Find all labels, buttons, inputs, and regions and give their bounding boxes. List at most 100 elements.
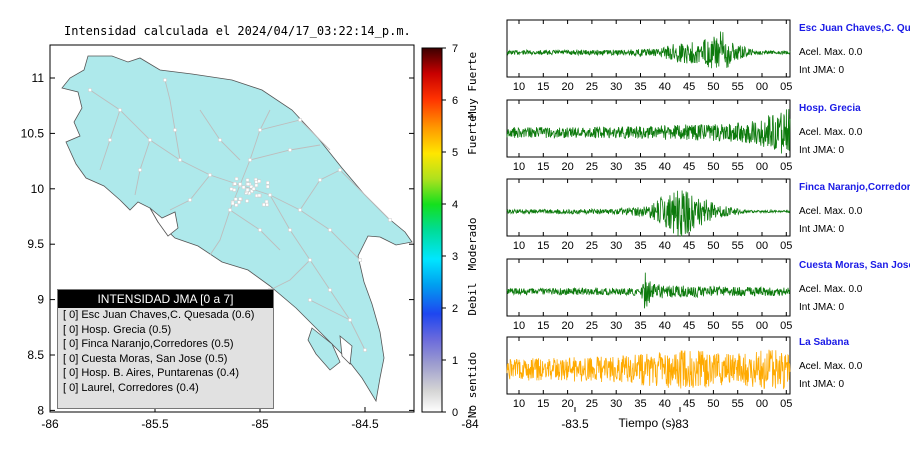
town-marker bbox=[229, 187, 234, 191]
map-ytick-label: 8.5 bbox=[27, 348, 44, 362]
waveform-panels: 10 15 20 25 30 35 40 45 50 55 00 05 10 15 20 25 30 35 40 45… bbox=[506, 19, 792, 410]
waveform-xlabel: Tiempo (s) bbox=[619, 416, 676, 430]
town-marker bbox=[233, 197, 238, 201]
colorbar-category: Moderado bbox=[466, 218, 479, 271]
waveform-xtick-label: 40 bbox=[659, 398, 671, 410]
town-marker bbox=[188, 198, 192, 202]
town-marker bbox=[108, 138, 112, 142]
town-marker bbox=[258, 128, 262, 132]
town-marker bbox=[265, 181, 270, 185]
waveform-xtick-label: 15 bbox=[537, 320, 549, 332]
waveform-xtick-label: 00 bbox=[756, 240, 768, 252]
nicoya-gulf bbox=[149, 207, 179, 237]
town-marker bbox=[173, 128, 177, 132]
waveform-trace bbox=[506, 109, 791, 154]
waveform-xtick-label: 30 bbox=[610, 161, 622, 173]
town-marker bbox=[264, 199, 269, 204]
waveform-xtick-label: 10 bbox=[513, 320, 525, 332]
waveform-xtick-label: 00 bbox=[756, 398, 768, 410]
waveform-panel: 10 15 20 25 30 35 40 45 50 55 00 05 bbox=[506, 258, 792, 332]
colorbar-tick-label: 3 bbox=[452, 251, 458, 263]
map-x-axis: -86 -85.5 -85 -84.5 -84 -83.5 -83 bbox=[41, 407, 689, 431]
station-accel: Acel. Max. 0.0 bbox=[799, 206, 863, 217]
town-marker bbox=[234, 203, 239, 207]
town-marker bbox=[208, 173, 212, 177]
town-marker bbox=[308, 258, 312, 262]
waveform-xtick-label: 20 bbox=[561, 81, 573, 93]
waveform-xtick-label: 35 bbox=[634, 81, 646, 93]
waveform-xtick-label: 30 bbox=[610, 398, 622, 410]
waveform-xtick-label: 35 bbox=[634, 320, 646, 332]
map-ytick-label: 11 bbox=[32, 71, 45, 85]
waveform-xtick-label: 50 bbox=[707, 161, 719, 173]
waveform-xtick-label: 05 bbox=[780, 398, 792, 410]
road bbox=[89, 89, 361, 261]
town-marker bbox=[388, 218, 392, 222]
waveform-xtick-label: 05 bbox=[780, 240, 792, 252]
map-y-axis: 11 10.5 10 9.5 9 8.5 8 bbox=[21, 71, 414, 417]
town-marker bbox=[328, 288, 332, 292]
town-marker bbox=[163, 78, 167, 82]
town-marker bbox=[232, 188, 237, 192]
station-jma: Int JMA: 0 bbox=[799, 302, 845, 313]
osa-peninsula bbox=[307, 327, 341, 371]
map-ytick-label: 10.5 bbox=[21, 126, 45, 140]
town-marker bbox=[241, 185, 246, 190]
colorbar-tick-label: 4 bbox=[452, 199, 458, 211]
map-xtick-label: -86 bbox=[41, 417, 59, 431]
waveform-xtick-label: 50 bbox=[707, 81, 719, 93]
waveform-xtick-label: 40 bbox=[659, 81, 671, 93]
legend-row: [ 0] Laurel, Corredores (0.4) bbox=[63, 381, 199, 394]
map-xtick-label: -83 bbox=[671, 417, 689, 431]
map-title: Intensidad calculada el 2024/04/17_03:22… bbox=[64, 24, 411, 38]
waveform-xtick-label: 15 bbox=[537, 398, 549, 410]
town-marker bbox=[288, 228, 292, 232]
town-marker bbox=[238, 197, 243, 201]
legend-header: INTENSIDAD JMA [0 a 7] bbox=[58, 290, 273, 308]
town-marker bbox=[268, 193, 272, 197]
waveform-xtick-label: 20 bbox=[561, 240, 573, 252]
waveform-xtick-label: 55 bbox=[732, 161, 744, 173]
waveform-xtick-label: 40 bbox=[659, 161, 671, 173]
waveform-trace bbox=[506, 349, 791, 390]
town-marker bbox=[138, 168, 142, 172]
waveform-xtick-label: 05 bbox=[780, 161, 792, 173]
colorbar-tick-label: 0 bbox=[452, 407, 458, 419]
colorbar-category: Debil bbox=[466, 282, 479, 315]
waveform-xtick-label: 10 bbox=[513, 161, 525, 173]
station-name: Esc Juan Chaves,C. Quesada bbox=[799, 23, 910, 34]
town-marker bbox=[262, 202, 266, 207]
waveform-xtick-label: 55 bbox=[732, 398, 744, 410]
colorbar-tick-label: 6 bbox=[452, 95, 458, 107]
station-name: Finca Naranjo,Corredores bbox=[799, 182, 910, 193]
town-marker bbox=[245, 178, 250, 182]
town-marker bbox=[218, 138, 222, 142]
waveform-xtick-label: 30 bbox=[610, 320, 622, 332]
town-marker bbox=[257, 179, 261, 183]
town-marker bbox=[254, 180, 259, 184]
town-marker bbox=[178, 158, 182, 162]
waveform-xtick-label: 15 bbox=[537, 240, 549, 252]
waveform-xtick-label: 00 bbox=[756, 81, 768, 93]
waveform-xtick-label: 50 bbox=[707, 320, 719, 332]
waveform-panel: 10 15 20 25 30 35 40 45 50 55 00 05 bbox=[506, 99, 792, 173]
colorbar-category: Muy Fuerte bbox=[466, 52, 479, 118]
town-marker bbox=[254, 183, 259, 188]
waveform-xtick-label: 15 bbox=[537, 161, 549, 173]
waveform-xtick-label: 30 bbox=[610, 81, 622, 93]
road bbox=[239, 109, 271, 186]
town-marker bbox=[88, 88, 92, 92]
waveform-xtick-label: 55 bbox=[732, 81, 744, 93]
colorbar bbox=[421, 47, 443, 413]
map-xtick-label: -84.5 bbox=[351, 417, 379, 431]
waveform-trace bbox=[506, 272, 791, 309]
waveform-xtick-label: 15 bbox=[537, 81, 549, 93]
town-marker bbox=[228, 208, 232, 212]
road-network bbox=[89, 79, 391, 351]
map-xtick-label: -85.5 bbox=[141, 417, 169, 431]
legend-row: [ 0] Finca Naranjo,Corredores (0.5) bbox=[63, 338, 234, 351]
legend-row: [ 0] Cuesta Moras, San Jose (0.5) bbox=[63, 352, 228, 365]
road bbox=[164, 79, 181, 161]
legend-rows: [ 0] Esc Juan Chaves,C. Quesada (0.6) [ 0… bbox=[58, 308, 273, 396]
